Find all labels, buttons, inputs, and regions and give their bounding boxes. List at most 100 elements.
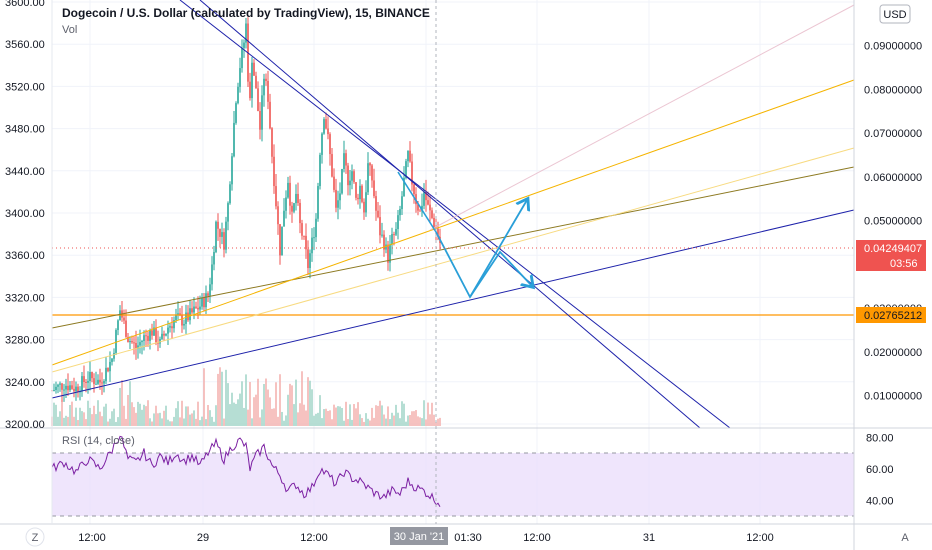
time-axis-tick: 12:00 (300, 532, 328, 544)
volume-bar (147, 400, 149, 426)
volume-bar (343, 420, 345, 426)
volume-bar (131, 402, 133, 426)
candle-body (351, 171, 353, 181)
candle-body (331, 154, 333, 177)
candle-body (191, 308, 193, 313)
volume-bar (331, 419, 333, 426)
volume-bar (133, 407, 135, 426)
volume-bar (259, 417, 261, 426)
volume-bar (295, 379, 297, 426)
candle-body (383, 234, 385, 250)
candle-body (401, 196, 403, 210)
candle-body (361, 185, 363, 202)
candle-body (397, 215, 399, 229)
volume-bar (381, 405, 383, 426)
candle-body (145, 335, 147, 337)
time-axis-tick: 31 (643, 532, 655, 544)
volume-bar (249, 381, 251, 426)
left-axis-tick: 3400.00 (5, 208, 45, 220)
candle-body (65, 385, 67, 390)
last-price-tag (856, 240, 926, 256)
candle-body (117, 320, 119, 331)
volume-bar (321, 418, 323, 426)
rsi-axis-tick: 60.00 (866, 464, 894, 476)
volume-bar (345, 401, 347, 426)
volume-bar (55, 404, 57, 426)
crosshair-time-tag (390, 527, 448, 545)
grid-lines (52, 0, 854, 524)
candle-body (209, 284, 211, 296)
volume-bar (129, 381, 131, 426)
candle-body (427, 200, 429, 205)
volume-bar (179, 417, 181, 426)
volume-bar (183, 418, 185, 426)
volume-bar (409, 415, 411, 426)
volume-bar (271, 408, 273, 426)
drawing-tools (51, 0, 855, 429)
volume-bar (247, 409, 249, 426)
timezone-button[interactable] (25, 527, 45, 547)
candle-body (91, 371, 93, 379)
volume-bar (101, 416, 103, 426)
volume-bar (87, 400, 89, 426)
candle-body (159, 338, 161, 344)
last-price-label: 0.04249407 (864, 243, 922, 255)
candle-body (101, 382, 103, 384)
candle-body (207, 293, 209, 296)
chart-title: Dogecoin / U.S. Dollar (calculated by Tr… (62, 6, 430, 20)
yellow-trendline (51, 79, 855, 366)
projection-arrow-up (469, 200, 527, 298)
volume-bar (137, 401, 139, 426)
candle-body (61, 383, 63, 390)
volume-bar (109, 418, 111, 426)
volume-bar (333, 404, 335, 426)
candle-body (393, 234, 395, 236)
candle-body (341, 168, 343, 194)
candle-body (377, 210, 379, 218)
candle-body (175, 315, 177, 321)
candle-body (291, 205, 293, 212)
candle-body (73, 388, 75, 392)
volume-bar (227, 383, 229, 426)
volume-bar (281, 411, 283, 426)
candle-body (83, 376, 85, 383)
candle-body (335, 189, 337, 208)
auto-scale-button[interactable]: A (901, 532, 909, 544)
right-axis-tick: 0.09000000 (864, 41, 922, 53)
candle-body (271, 128, 273, 157)
volume-bar (373, 417, 375, 426)
time-axis-tick: 12:00 (746, 532, 774, 544)
currency-button-label[interactable]: USD (883, 9, 906, 21)
volume-bar (111, 411, 113, 426)
candle-body (203, 297, 205, 308)
volume-bar (199, 420, 201, 426)
candle-body (365, 192, 367, 213)
candle-body (353, 171, 355, 183)
currency-button[interactable] (879, 4, 911, 24)
timezone-button-label[interactable]: Z (32, 532, 39, 544)
volume-bar (239, 393, 241, 426)
candle-body (345, 153, 347, 166)
candle-body (125, 320, 127, 337)
candle-body (261, 95, 263, 130)
volume-bar (97, 400, 99, 426)
candle-body (409, 150, 411, 162)
volume-bar (229, 404, 231, 426)
volume-bar (69, 404, 71, 426)
candle-body (315, 218, 317, 238)
candle-body (67, 385, 69, 391)
candle-body (213, 252, 215, 265)
volume-bar (377, 405, 379, 426)
volume-bar (53, 402, 55, 426)
candle-body (389, 244, 391, 263)
candle-body (385, 244, 387, 250)
candle-body (395, 228, 397, 235)
volume-bar (265, 378, 267, 426)
volume-bar (65, 415, 67, 426)
volume-bar (267, 389, 269, 426)
candle-body (179, 313, 181, 316)
volume-bar (205, 419, 207, 426)
candle-body (189, 308, 191, 321)
volume-bar (143, 404, 145, 426)
